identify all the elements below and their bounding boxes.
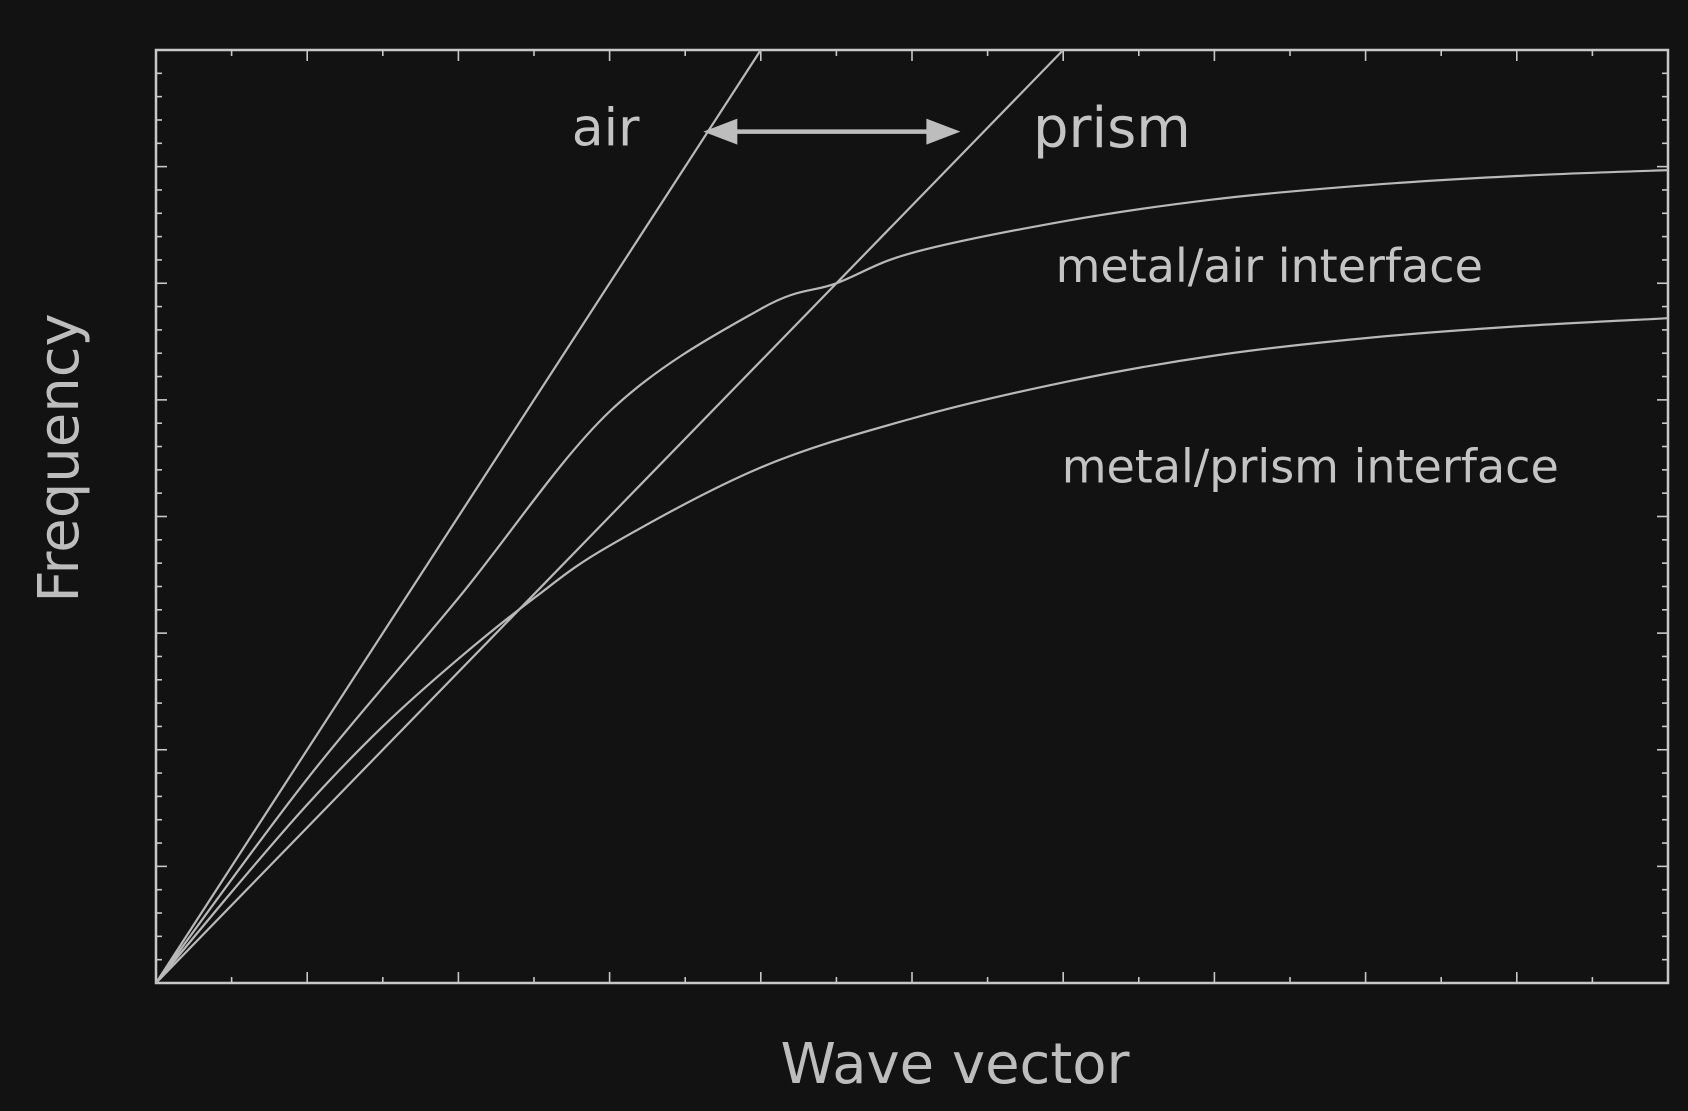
curve-label-metal-air-interface: metal/air interface <box>1056 239 1483 293</box>
curve-label-air: air <box>572 99 640 159</box>
curve-label-prism: prism <box>1033 96 1191 161</box>
curve-labels: air prism metal/air interface metal/prism i… <box>572 96 1559 494</box>
double-arrow-right-head <box>926 118 961 145</box>
series-line-prism <box>155 49 1064 984</box>
x-axis-title: Wave vector <box>780 1032 1130 1097</box>
series-lines <box>155 49 1669 984</box>
curve-label-metal-prism-interface: metal/prism interface <box>1062 439 1559 493</box>
axis-ticks <box>156 50 1668 983</box>
series-line-metal-prism-interface <box>155 317 1669 984</box>
y-axis-title: Frequency <box>27 313 92 602</box>
double-arrow-left-head <box>703 118 738 145</box>
series-line-metal-air-interface <box>155 169 1669 984</box>
series-line-air <box>155 49 762 984</box>
